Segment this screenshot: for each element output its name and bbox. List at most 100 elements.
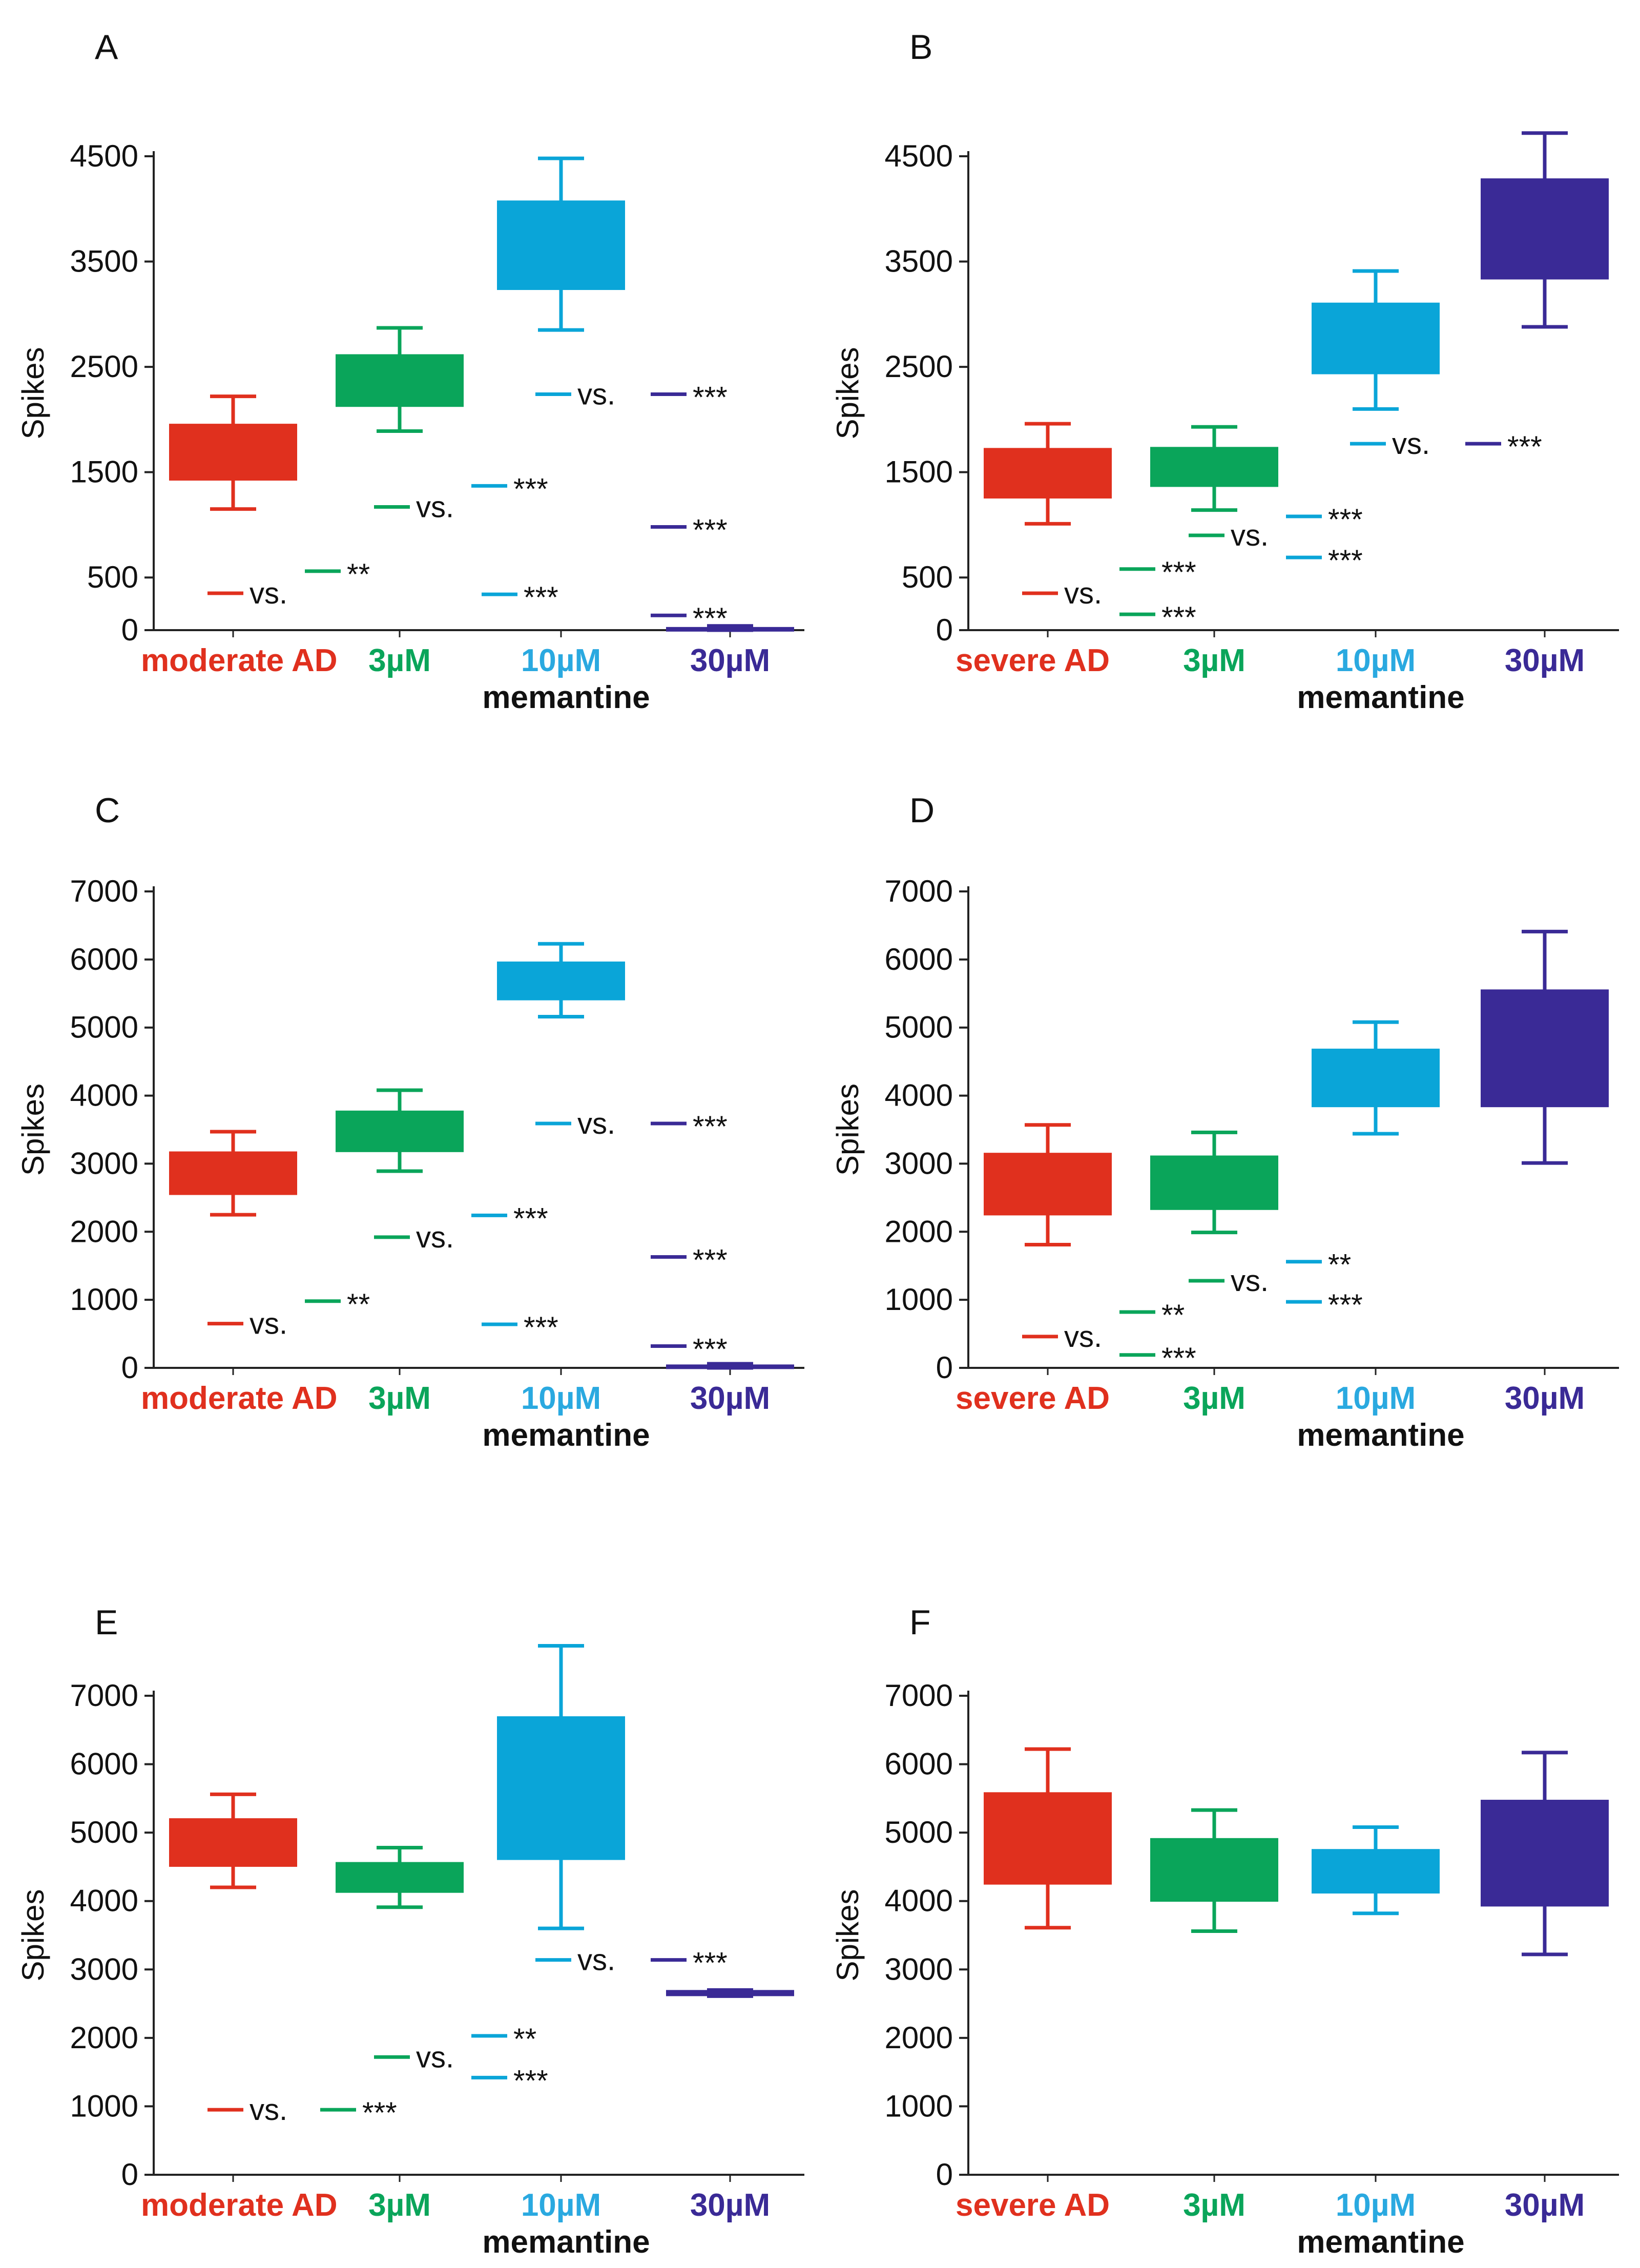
box-1 — [169, 1130, 297, 1217]
box-3 — [1312, 1825, 1440, 1916]
comparison-2: vs. *** *** — [374, 1202, 728, 1277]
significance-label: *** — [693, 1333, 728, 1366]
significance-label: *** — [1161, 1342, 1196, 1375]
y-tick-label: 1000 — [70, 2089, 138, 2123]
y-tick-label: 0 — [936, 2157, 953, 2192]
box-4 — [1481, 131, 1609, 329]
y-tick-label: 3500 — [885, 244, 953, 279]
comparison-3: vs. *** — [535, 1944, 728, 1980]
box-iqr — [1481, 1800, 1609, 1907]
y-tick-label: 6000 — [885, 942, 953, 976]
panel-e: E 0 1000 2000 3000 4000 5000 6000 7000 Spikes vs. *… — [16, 1603, 804, 2260]
y-tick-label: 1000 — [885, 2089, 953, 2123]
box-iqr — [1312, 302, 1440, 374]
category-label: 3µM — [368, 1381, 431, 1416]
significance-label: *** — [1328, 544, 1363, 577]
category-label: 10µM — [521, 1381, 601, 1416]
significance-label: *** — [1328, 503, 1363, 536]
category-label: 30µM — [690, 2188, 770, 2223]
category-label: 30µM — [1505, 1381, 1585, 1416]
y-tick-label: 4500 — [885, 139, 953, 173]
y-axis-label: Spikes — [831, 1084, 865, 1176]
y-tick-label: 2500 — [885, 349, 953, 384]
box-1 — [169, 1792, 297, 1889]
y-tick-label: 3500 — [70, 244, 138, 279]
box-4 — [666, 624, 794, 632]
box-4 — [1481, 929, 1609, 1165]
significance-label: *** — [693, 602, 728, 635]
panel-f: F 0 1000 2000 3000 4000 5000 6000 7000 Spikes seve… — [831, 1603, 1619, 2260]
y-tick-label: 5000 — [885, 1010, 953, 1045]
box-iqr — [1481, 178, 1609, 280]
box-4 — [666, 1362, 794, 1370]
category-label: 3µM — [1183, 2188, 1245, 2223]
vs-label: vs. — [250, 577, 287, 610]
box-iqr — [336, 1110, 464, 1152]
box-2 — [1150, 1130, 1278, 1235]
comparison-2: vs. *** *** — [1189, 503, 1363, 577]
category-label: moderate AD — [141, 2188, 338, 2223]
y-tick-label: 1000 — [885, 1282, 953, 1317]
y-tick-label: 0 — [936, 1350, 953, 1385]
y-tick-label: 0 — [936, 613, 953, 647]
significance-label: ** — [1161, 1299, 1185, 1332]
category-label: 3µM — [1183, 1381, 1245, 1416]
significance-label: *** — [1507, 430, 1542, 464]
box-iqr — [169, 424, 297, 481]
y-axis-label: Spikes — [831, 1889, 865, 1981]
vs-label: vs. — [1231, 1264, 1269, 1298]
panel-b: B 0 500 1500 2500 3500 4500 Spikes vs. *** *** vs. *… — [831, 28, 1619, 715]
significance-label: *** — [693, 381, 728, 414]
y-tick-label: 5000 — [885, 1815, 953, 1849]
y-tick-label: 4500 — [70, 139, 138, 173]
panel-letter: C — [95, 791, 120, 830]
x-axis-label: memantine — [1297, 680, 1464, 715]
category-label: severe AD — [956, 643, 1110, 678]
significance-label: ** — [513, 2023, 536, 2056]
comparison-3: vs. *** — [535, 378, 728, 414]
category-label: 10µM — [1336, 643, 1416, 678]
box-1 — [984, 1123, 1112, 1247]
comparison-3: vs. *** — [1350, 427, 1542, 464]
y-tick-label: 0 — [121, 1350, 138, 1385]
box-iqr — [1150, 1838, 1278, 1902]
panel-c: C 0 1000 2000 3000 4000 5000 6000 7000 Spikes vs. *… — [16, 791, 804, 1453]
box-4 — [666, 1988, 794, 1998]
y-tick-label: 2000 — [885, 1214, 953, 1249]
y-tick-label: 0 — [121, 613, 138, 647]
y-tick-label: 500 — [87, 560, 138, 594]
significance-label: *** — [693, 1110, 728, 1143]
vs-label: vs. — [577, 378, 615, 411]
box-iqr — [666, 1990, 794, 1996]
significance-label: ** — [347, 1288, 370, 1321]
box-iqr — [666, 627, 794, 632]
significance-label: *** — [1328, 1288, 1363, 1322]
significance-label: *** — [1161, 601, 1196, 634]
significance-label: *** — [693, 1947, 728, 1980]
box-3 — [1312, 1020, 1440, 1136]
y-tick-label: 2000 — [885, 2021, 953, 2055]
significance-label: *** — [524, 1311, 558, 1344]
box-iqr — [1150, 1155, 1278, 1210]
vs-label: vs. — [1064, 577, 1102, 610]
y-tick-label: 6000 — [885, 1747, 953, 1781]
y-tick-label: 2000 — [70, 1214, 138, 1249]
y-tick-label: 3000 — [70, 1146, 138, 1180]
significance-label: *** — [513, 472, 548, 506]
box-2 — [1150, 425, 1278, 512]
y-tick-label: 7000 — [885, 874, 953, 908]
y-tick-label: 7000 — [70, 1678, 138, 1713]
panel-d: D 0 1000 2000 3000 4000 5000 6000 7000 Spikes vs. *… — [831, 791, 1619, 1453]
x-axis-label: memantine — [482, 2224, 650, 2260]
vs-label: vs. — [416, 2041, 454, 2074]
comparison-2: vs.***** — [374, 2023, 548, 2097]
category-label: 3µM — [1183, 643, 1245, 678]
box-iqr — [984, 448, 1112, 499]
panel-letter: A — [95, 28, 118, 67]
y-tick-label: 4000 — [885, 1078, 953, 1113]
y-tick-label: 3000 — [885, 1952, 953, 1986]
box-iqr — [1312, 1048, 1440, 1108]
box-1 — [169, 394, 297, 511]
vs-label: vs. — [577, 1107, 615, 1140]
